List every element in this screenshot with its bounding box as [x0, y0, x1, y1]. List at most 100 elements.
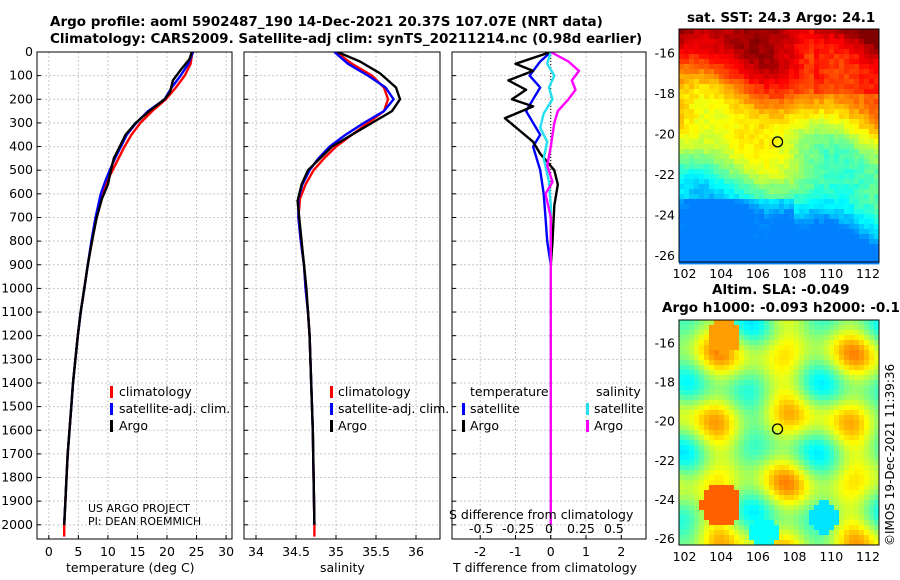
map-cell — [774, 44, 780, 50]
map-cell — [754, 320, 760, 326]
map-cell — [824, 450, 830, 456]
map-cell — [864, 425, 870, 431]
map-cell — [724, 129, 730, 135]
map-cell — [764, 405, 770, 411]
map-cell — [794, 49, 800, 55]
legend-swatch-satellite-adj — [330, 403, 333, 415]
map-cell — [799, 29, 805, 35]
map-cell — [764, 520, 770, 526]
map-cell — [864, 440, 870, 446]
map-cell — [799, 425, 805, 431]
map-cell — [854, 365, 860, 371]
map-cell — [779, 475, 785, 481]
map-cell — [679, 410, 685, 416]
map-cell — [829, 425, 835, 431]
map-cell — [689, 395, 695, 401]
map-cell — [744, 485, 750, 491]
x-tick-label: 10 — [100, 544, 116, 559]
map-cell — [729, 340, 735, 346]
map-cell — [814, 515, 820, 521]
map-cell — [724, 204, 730, 210]
map-cell — [834, 224, 840, 230]
map-cell — [804, 159, 810, 165]
map-cell — [844, 375, 850, 381]
map-cell — [709, 495, 715, 501]
map-cell — [689, 540, 695, 546]
map-cell — [869, 219, 875, 225]
map-cell — [769, 174, 775, 180]
map-cell — [749, 505, 755, 511]
map-cell — [859, 164, 865, 170]
map-cell — [769, 335, 775, 341]
map-cell — [694, 79, 700, 85]
map-cell — [809, 84, 815, 90]
map-cell — [824, 350, 830, 356]
map-cell — [699, 214, 705, 220]
map-cell — [779, 455, 785, 461]
y-tick-label: 400 — [9, 139, 33, 154]
map-cell — [759, 254, 765, 260]
map-cell — [699, 430, 705, 436]
map-cell — [779, 510, 785, 516]
map-cell — [764, 340, 770, 346]
map-cell — [729, 445, 735, 451]
map-cell — [744, 64, 750, 70]
map-cell — [834, 385, 840, 391]
map-cell — [849, 480, 855, 486]
map-cell — [769, 159, 775, 165]
map-cell — [754, 465, 760, 471]
map-cell — [699, 154, 705, 160]
map-cell — [774, 109, 780, 115]
map-cell — [764, 465, 770, 471]
map-cell — [864, 535, 870, 541]
map-cell — [734, 154, 740, 160]
map-cell — [839, 380, 845, 386]
map-cell — [694, 254, 700, 260]
map-cell — [704, 124, 710, 130]
map-cell — [809, 94, 815, 100]
map-cell — [724, 29, 730, 35]
map-cell — [864, 224, 870, 230]
map-cell — [719, 425, 725, 431]
map-cell — [819, 400, 825, 406]
map-cell — [839, 360, 845, 366]
legend-swatch-s-argo — [586, 420, 589, 432]
y-tick-label: 200 — [9, 91, 33, 106]
map-cell — [789, 59, 795, 65]
map-cell — [714, 239, 720, 245]
map-cell — [824, 104, 830, 110]
map-cell — [809, 335, 815, 341]
map-cell — [869, 470, 875, 476]
map-cell — [849, 64, 855, 70]
map-cell — [814, 435, 820, 441]
map-cell — [839, 244, 845, 250]
map-cell — [794, 144, 800, 150]
map-cell — [704, 204, 710, 210]
map-cell — [709, 134, 715, 140]
map-cell — [719, 385, 725, 391]
map-cell — [869, 129, 875, 135]
map-cell — [819, 154, 825, 160]
map-cell — [699, 360, 705, 366]
map-cell — [854, 49, 860, 55]
map-cell — [769, 540, 775, 546]
map-cell — [774, 375, 780, 381]
map-cell — [739, 370, 745, 376]
map-cell — [829, 340, 835, 346]
map-cell — [699, 385, 705, 391]
map-cell — [744, 530, 750, 536]
map-cell — [809, 199, 815, 205]
map-cell — [679, 485, 685, 491]
map-cell — [724, 470, 730, 476]
map-cell — [704, 495, 710, 501]
map-cell — [779, 34, 785, 40]
map-cell — [854, 124, 860, 130]
map-cell — [714, 335, 720, 341]
map-cell — [699, 390, 705, 396]
map-cell — [874, 365, 880, 371]
map-cell — [849, 420, 855, 426]
map-cell — [824, 420, 830, 426]
map-cell — [684, 345, 690, 351]
map-cell — [834, 99, 840, 105]
map-cell — [794, 345, 800, 351]
